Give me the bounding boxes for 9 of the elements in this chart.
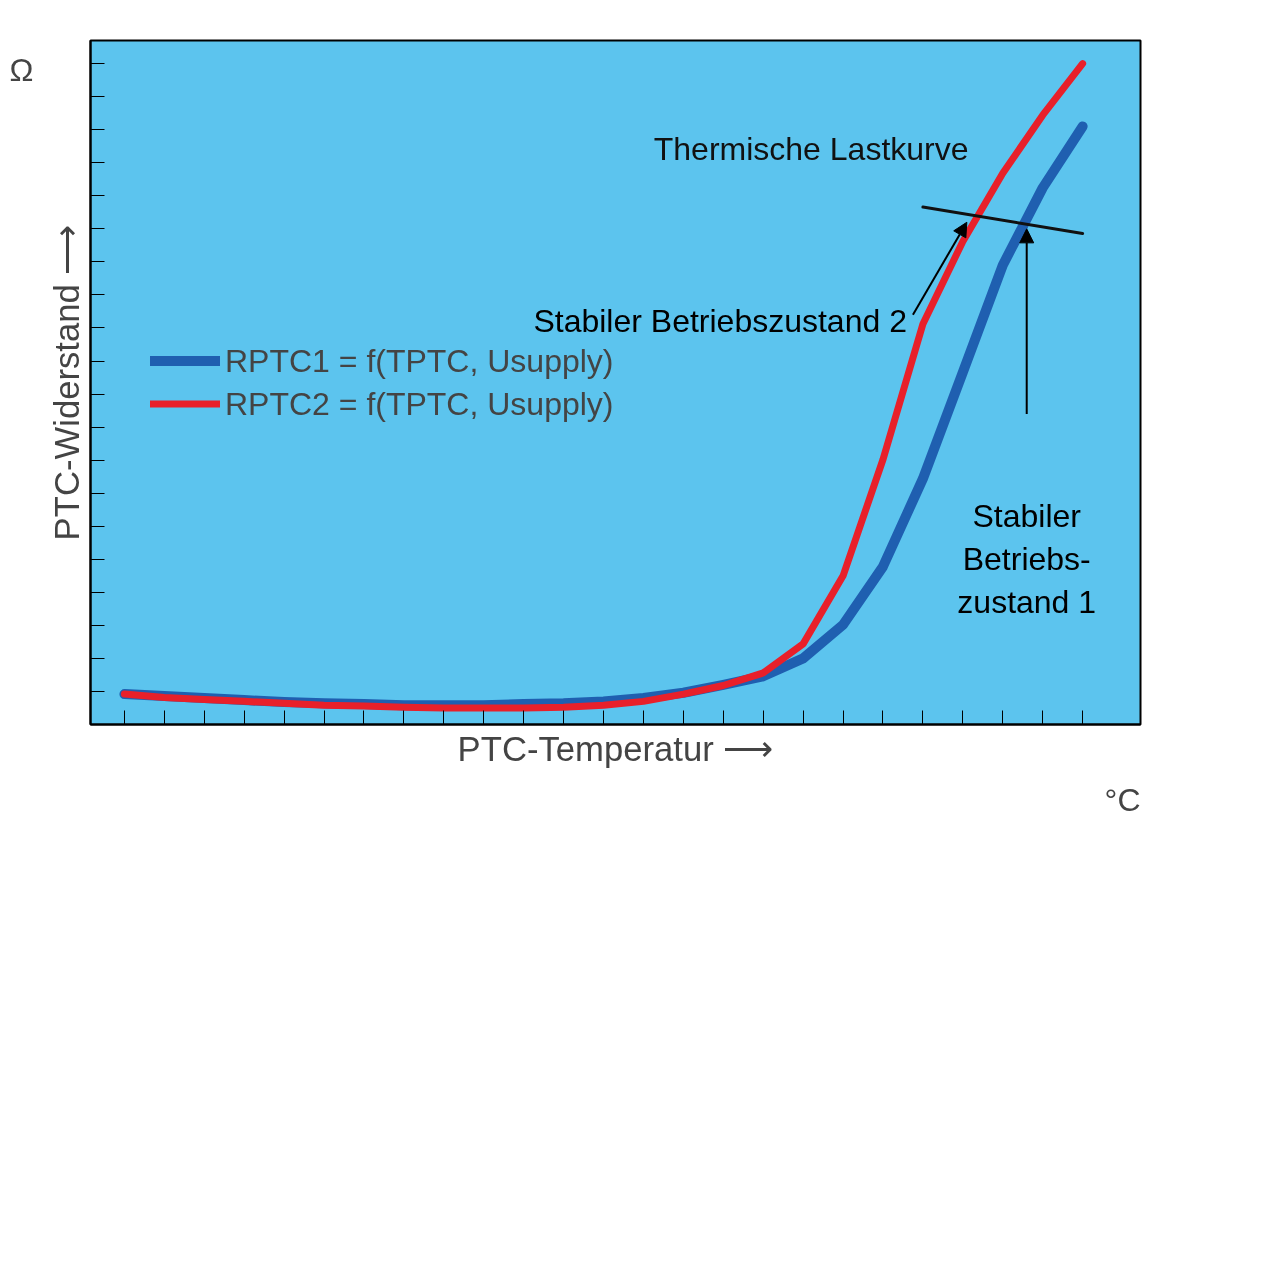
text: °C — [1104, 781, 1141, 818]
text: Ω — [9, 52, 34, 89]
annotation: Stabiler Betriebs- zustand 1 — [957, 498, 1097, 621]
x-axis-title: PTC-Temperatur ⟶ — [457, 729, 774, 768]
legend-label: RPTC2 = f(TPTC, Usupply) — [225, 384, 614, 424]
annotation: Stabiler Betriebszustand 2 — [533, 303, 907, 340]
y-axis-title: PTC-Widerstand ⟶ — [47, 224, 86, 541]
legend-label: RPTC1 = f(TPTC, Usupply) — [225, 341, 614, 381]
series-label: Thermische Lastkurve — [653, 131, 969, 168]
